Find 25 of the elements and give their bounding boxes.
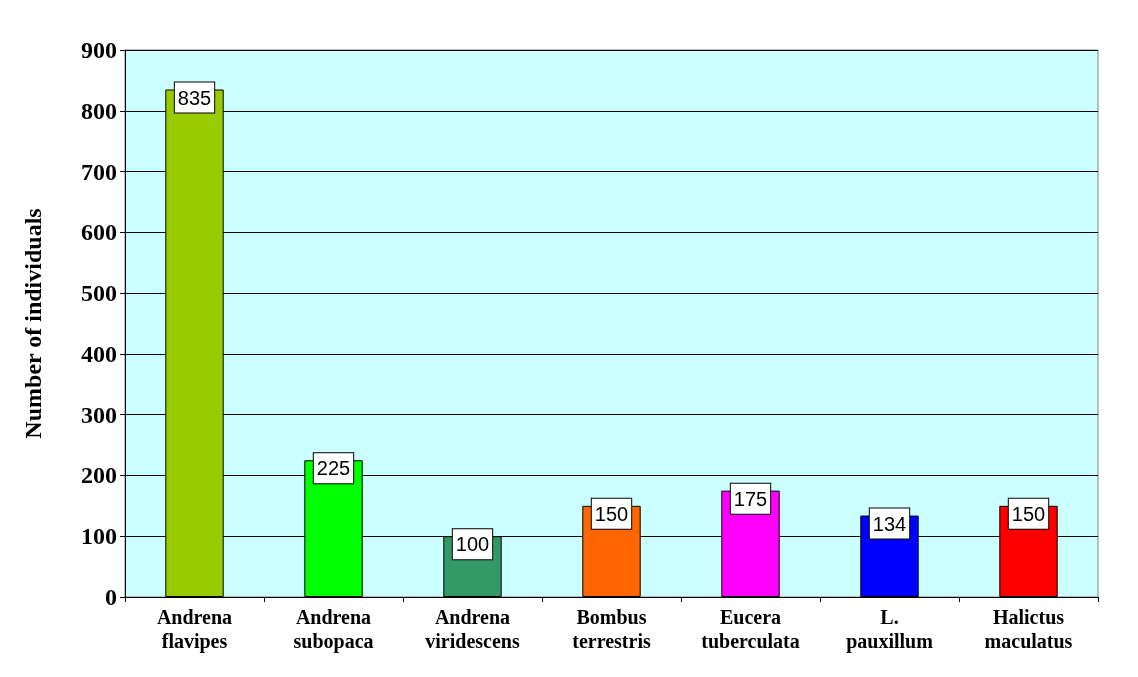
y-tick-label: 800 xyxy=(81,97,117,124)
y-tick-label: 100 xyxy=(81,523,117,550)
data-label: 150 xyxy=(594,502,629,525)
x-tick-label: Andrena viridescens xyxy=(425,606,520,652)
data-label: 150 xyxy=(1011,502,1046,525)
y-tick-label: 900 xyxy=(81,37,117,63)
x-tick-label: Bombus terrestris xyxy=(572,606,651,652)
data-label: 175 xyxy=(733,487,768,510)
data-label: 134 xyxy=(872,512,907,535)
x-tick-label: Eucera tuberculata xyxy=(701,606,800,652)
y-tick-label: 700 xyxy=(81,158,117,185)
x-tick-label: L. pauxillum xyxy=(846,606,934,653)
y-axis-title: Number of individuals xyxy=(20,208,46,439)
y-tick-label: 0 xyxy=(105,584,117,610)
x-tick-label: Halictus maculatus xyxy=(984,606,1073,652)
data-label: 835 xyxy=(177,86,212,109)
data-label: 225 xyxy=(316,457,351,480)
x-tick-label: Andrena flavipes xyxy=(156,606,233,653)
y-tick-label: 300 xyxy=(81,401,117,428)
y-tick-label: 400 xyxy=(81,340,117,367)
x-tick-label: Andrena subopaca xyxy=(293,606,374,653)
y-tick-label: 600 xyxy=(81,219,117,246)
y-tick-label: 200 xyxy=(81,462,117,489)
data-label: 100 xyxy=(455,533,490,556)
y-tick-label: 500 xyxy=(81,280,117,307)
